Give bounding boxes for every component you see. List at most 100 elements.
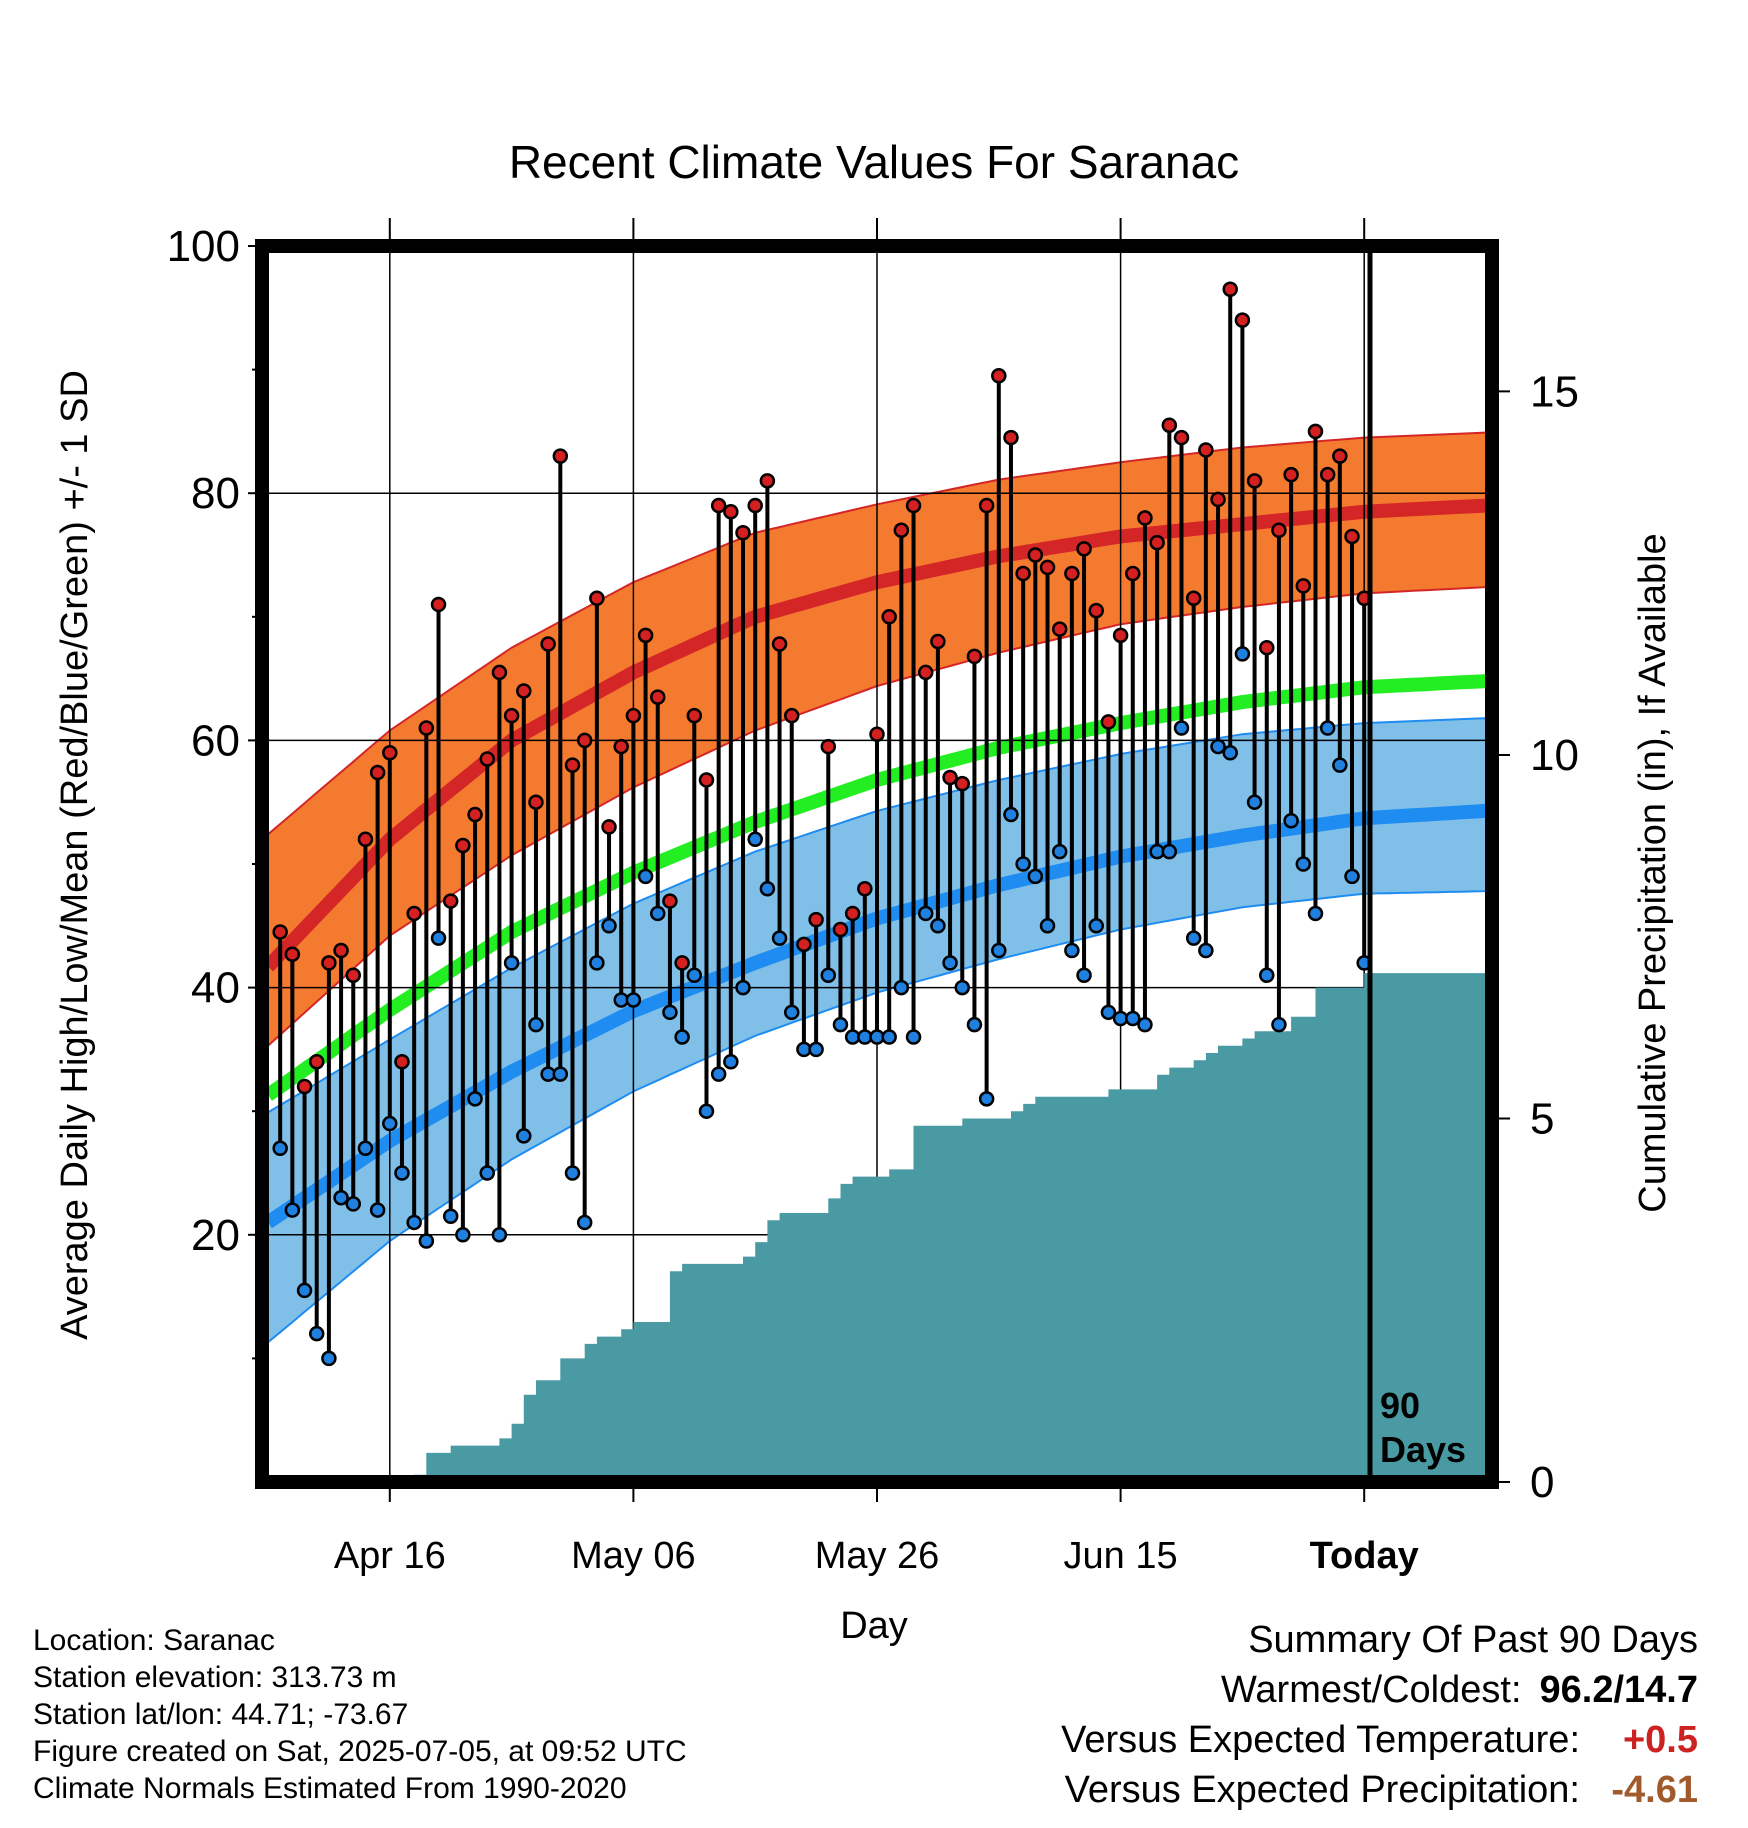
- daily-low-point: [1234, 646, 1251, 662]
- daily-high-point: [1222, 281, 1238, 298]
- y-left-tick-label: 100: [167, 222, 240, 271]
- daily-low-point: [601, 918, 617, 934]
- daily-high-point: [1064, 565, 1080, 582]
- daily-low-point: [942, 955, 958, 971]
- daily-low-point: [735, 979, 751, 996]
- daily-high-point: [1039, 559, 1056, 576]
- daily-high-point: [1259, 639, 1275, 656]
- y-right-tick-label: 0: [1530, 1458, 1554, 1507]
- daily-high-point: [1307, 423, 1324, 440]
- daily-high-point: [442, 893, 459, 909]
- daily-high-point: [783, 707, 800, 724]
- daily-high-point: [674, 955, 690, 971]
- daily-low-point: [637, 868, 654, 885]
- daily-high-point: [1173, 429, 1190, 446]
- daily-low-point: [576, 1214, 593, 1231]
- daily-high-point: [686, 707, 703, 724]
- daily-high-point: [893, 522, 910, 539]
- daily-high-point: [1332, 448, 1348, 464]
- daily-high-point: [1210, 491, 1226, 508]
- station-latlon: Station lat/lon: 44.71; -73.67: [33, 1698, 409, 1731]
- daily-low-point: [771, 930, 788, 946]
- chart-title: Recent Climate Values For Saranac: [509, 136, 1239, 188]
- daily-high-point: [966, 648, 983, 665]
- daily-high-point: [1271, 522, 1287, 539]
- daily-low-point: [759, 880, 776, 897]
- daily-high-point: [1027, 547, 1044, 563]
- daily-high-point: [284, 946, 301, 962]
- daily-low-point: [272, 1140, 288, 1157]
- daily-low-point: [442, 1208, 459, 1225]
- daily-high-point: [1198, 442, 1214, 458]
- precipitation-area: [268, 973, 1486, 1482]
- daily-low-point: [1051, 843, 1068, 860]
- daily-high-point: [467, 806, 483, 823]
- x-tick-label: May 26: [815, 1535, 940, 1577]
- daily-high-point: [881, 609, 897, 625]
- today-marker-label-days-word: Days: [1380, 1429, 1466, 1470]
- daily-low-point: [1137, 1016, 1153, 1033]
- daily-high-point: [747, 497, 763, 514]
- daily-high-point: [917, 664, 934, 681]
- daily-high-point: [576, 732, 593, 749]
- daily-low-point: [552, 1066, 569, 1082]
- x-tick-label: Today: [1310, 1535, 1419, 1577]
- daily-low-point: [1064, 942, 1080, 959]
- daily-low-point: [674, 1029, 690, 1045]
- daily-high-point: [625, 707, 642, 724]
- x-axis-label: Day: [840, 1605, 908, 1647]
- daily-high-point: [1246, 473, 1263, 489]
- station-info: Location: Saranac Station elevation: 313…: [33, 1622, 687, 1807]
- y-right-tick-label: 5: [1530, 1094, 1554, 1143]
- daily-low-point: [991, 942, 1007, 959]
- daily-high-point: [905, 497, 922, 514]
- summary-temperature: Versus Expected Temperature: +0.5: [1061, 1715, 1698, 1765]
- daily-low-point: [564, 1165, 581, 1181]
- daily-low-point: [1173, 720, 1190, 736]
- y-left-tick-label: 60: [191, 716, 240, 765]
- daily-high-point: [601, 819, 617, 835]
- x-tick-label: Jun 15: [1064, 1535, 1178, 1577]
- daily-high-point: [930, 633, 946, 650]
- daily-high-point: [418, 720, 435, 736]
- daily-low-point: [966, 1016, 983, 1033]
- figure-created: Figure created on Sat, 2025-07-05, at 09…: [33, 1735, 687, 1768]
- daily-low-point: [284, 1202, 301, 1218]
- daily-high-point: [1076, 541, 1092, 557]
- daily-low-point: [954, 979, 971, 996]
- daily-high-point: [1015, 565, 1031, 582]
- daily-high-point: [1003, 429, 1019, 446]
- daily-high-point: [942, 769, 958, 786]
- daily-low-point: [1222, 745, 1238, 761]
- daily-low-point: [917, 905, 934, 922]
- daily-high-point: [382, 745, 398, 761]
- precip-cumulative-area: [268, 973, 1486, 1482]
- station-location: Location: Saranac: [33, 1624, 275, 1657]
- daily-high-point: [869, 726, 885, 742]
- daily-low-point: [1003, 806, 1019, 823]
- daily-high-point: [637, 627, 654, 644]
- daily-low-point: [930, 918, 946, 934]
- today-marker-label-days: 90: [1380, 1385, 1420, 1426]
- daily-low-point: [1332, 757, 1348, 773]
- station-elevation: Station elevation: 313.73 m: [33, 1661, 397, 1694]
- daily-low-point: [832, 1016, 849, 1033]
- daily-low-point: [1271, 1016, 1287, 1033]
- y-right-tick-label: 15: [1530, 367, 1579, 416]
- daily-high-point: [589, 590, 605, 607]
- daily-high-point: [991, 368, 1007, 384]
- daily-high-point: [857, 880, 873, 897]
- daily-low-point: [1100, 1004, 1117, 1021]
- daily-low-point: [1283, 812, 1299, 829]
- daily-low-point: [1015, 856, 1031, 872]
- daily-high-point: [613, 738, 629, 755]
- daily-low-point: [479, 1165, 495, 1181]
- daily-high-point: [1112, 627, 1129, 644]
- axes: 20 40 60 80 100 0 5 10 15 Apr 16 May 06 May 26 Jun 1…: [167, 218, 1579, 1577]
- daily-low-point: [491, 1227, 508, 1243]
- daily-high-point: [1088, 602, 1104, 619]
- daily-high-point: [540, 636, 556, 652]
- y-right-tick-label: 10: [1530, 731, 1579, 780]
- daily-high-point: [662, 893, 678, 909]
- daily-high-point: [1100, 714, 1117, 730]
